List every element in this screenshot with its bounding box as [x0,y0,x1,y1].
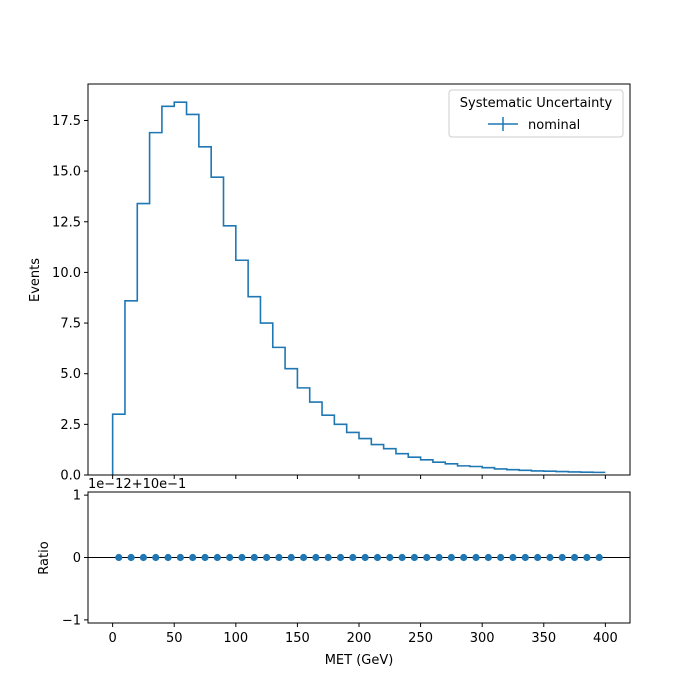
ratio-point [139,553,148,562]
legend-title: Systematic Uncertainty [460,96,613,111]
legend-entry-nominal: nominal [528,118,580,133]
ratio-y-ticks: −1 0 1 [62,489,88,628]
ratio-y-tick-label: 0 [73,551,81,566]
x-tick-label: 300 [470,631,495,646]
ratio-offset-text: 1e−12+10e−1 [88,477,186,492]
legend-marker-nominal [488,117,518,131]
y-tick-label: 0.0 [60,469,81,484]
ratio-point [189,553,197,562]
ratio-point [509,553,517,562]
ratio-point [534,553,542,562]
ratio-point [484,553,492,562]
ratio-y-tick-label: 1 [73,489,81,504]
ratio-point [336,553,345,562]
ratio-point [398,553,406,562]
y-tick-label: 2.5 [60,418,81,433]
x-tick-label: 100 [223,631,248,646]
ratio-point [201,553,209,562]
y-tick-label: 15.0 [52,165,81,180]
ratio-point [164,553,172,562]
ratio-y-tick-label: −1 [62,613,81,628]
ratio-point [558,553,566,562]
ratio-x-ticks: 0 50 100 150 200 250 300 350 400 [108,623,618,646]
legend: Systematic Uncertainty nominal [448,89,624,138]
ratio-point [349,553,357,562]
y-tick-label: 10.0 [52,266,81,281]
ratio-point [460,553,468,562]
ratio-point [595,553,603,562]
y-tick-label: 12.5 [52,215,81,230]
ratio-point [546,553,554,562]
ratio-point [361,553,369,562]
ratio-point [176,553,184,562]
y-axis-label-events: Events [28,258,43,302]
ratio-point [472,553,480,562]
x-tick-label: 350 [531,631,556,646]
x-tick-label: 150 [285,631,310,646]
ratio-point [435,553,443,562]
ratio-point [324,553,332,562]
x-tick-label: 0 [108,631,116,646]
ratio-points [115,553,603,562]
ratio-point [570,553,579,562]
ratio-point [263,553,271,562]
ratio-point [583,553,591,562]
legend-frame [448,89,624,138]
ratio-point [312,553,320,562]
ratio-point [238,553,246,562]
ratio-point [299,553,308,562]
y-axis-label-ratio: Ratio [37,541,52,574]
ratio-point [287,553,295,562]
nominal-histogram [111,101,606,475]
events-panel: 0.0 2.5 5.0 7.5 10.0 12.5 15.0 17.5 Events Syst… [28,83,631,484]
events-y-ticks: 0.0 2.5 5.0 7.5 10.0 12.5 15.0 17.5 [52,114,88,484]
ratio-point [373,553,382,562]
ratio-point [447,553,455,562]
ratio-panel: −1 0 1 0 50 100 150 200 250 300 350 400 1e−12+10e−… [37,477,631,668]
ratio-point [386,553,394,562]
x-axis-label: MET (GeV) [325,653,394,668]
x-tick-label: 250 [408,631,433,646]
ratio-point [115,553,123,562]
x-tick-label: 50 [166,631,183,646]
ratio-point [410,553,419,562]
ratio-point [497,553,505,562]
ratio-point [127,553,135,562]
ratio-point [213,553,221,562]
x-tick-label: 200 [347,631,372,646]
events-panel-frame [87,83,631,476]
y-tick-label: 17.5 [52,114,81,129]
ratio-point [521,553,529,562]
nominal-step-line [111,101,606,475]
y-tick-label: 5.0 [60,367,81,382]
y-tick-label: 7.5 [60,317,81,332]
ratio-point [152,553,160,562]
ratio-point [275,553,283,562]
events-x-ticks [112,475,606,479]
ratio-point [250,553,258,562]
ratio-point [226,553,234,562]
ratio-point [423,553,431,562]
x-tick-label: 400 [593,631,618,646]
